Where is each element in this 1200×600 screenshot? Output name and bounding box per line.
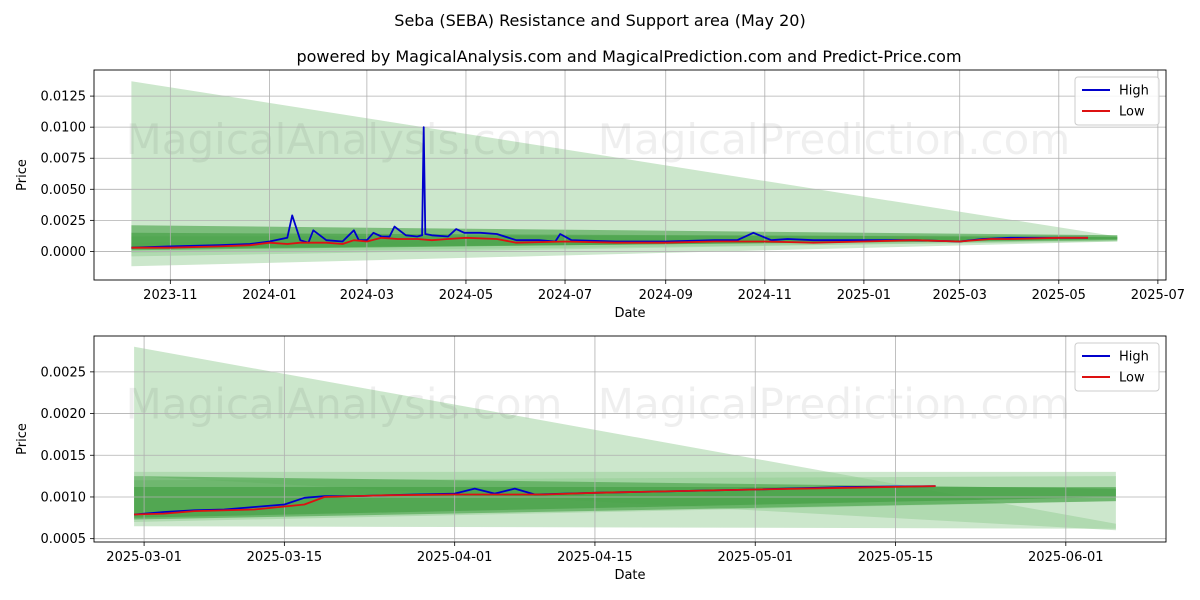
chart-title: Seba (SEBA) Resistance and Support area … bbox=[394, 11, 805, 30]
x-tick-label: 2025-05 bbox=[1032, 288, 1086, 303]
chart-subtitle: powered by MagicalAnalysis.com and Magic… bbox=[296, 47, 961, 66]
x-tick-label: 2025-03-01 bbox=[106, 550, 182, 565]
x-tick-label: 2025-05-15 bbox=[858, 550, 934, 565]
x-tick-label: 2024-11 bbox=[738, 288, 792, 303]
support-resistance-bands bbox=[131, 81, 1118, 267]
x-tick-label: 2025-03-15 bbox=[247, 550, 323, 565]
legend-label-low: Low bbox=[1119, 371, 1145, 386]
x-axis-label: Date bbox=[614, 568, 645, 583]
y-tick-label: 0.0000 bbox=[41, 245, 87, 260]
y-tick-label: 0.0010 bbox=[41, 490, 87, 505]
x-tick-label: 2025-04-15 bbox=[557, 550, 633, 565]
watermark-right: MagicalPrediction.com bbox=[598, 379, 1071, 428]
series-line-low bbox=[134, 485, 936, 516]
legend-label-low: Low bbox=[1119, 105, 1145, 120]
y-tick-label: 0.0075 bbox=[41, 152, 87, 167]
series-line-low bbox=[131, 236, 1088, 249]
x-tick-label: 2024-01 bbox=[242, 288, 296, 303]
legend-label-high: High bbox=[1119, 350, 1149, 365]
y-axis-label: Price bbox=[15, 159, 30, 191]
y-axis-label: Price bbox=[15, 423, 30, 455]
x-tick-label: 2024-09 bbox=[639, 288, 693, 303]
series-lines bbox=[134, 485, 936, 516]
x-tick-label: 2024-03 bbox=[340, 288, 394, 303]
plot-frame bbox=[93, 335, 1167, 543]
y-tick-label: 0.0015 bbox=[41, 449, 87, 464]
resistance-band-light bbox=[131, 81, 1118, 253]
legend: High Low bbox=[1074, 76, 1160, 126]
x-tick-label: 2025-03 bbox=[933, 288, 987, 303]
plot-frame bbox=[93, 69, 1167, 281]
series-lines bbox=[131, 126, 1088, 249]
y-tick-label: 0.0050 bbox=[41, 183, 87, 198]
legend: High Low bbox=[1074, 342, 1160, 392]
x-tick-label: 2024-05 bbox=[439, 288, 493, 303]
y-tick-label: 0.0025 bbox=[41, 365, 87, 380]
x-tick-label: 2025-05-01 bbox=[717, 550, 793, 565]
legend-label-high: High bbox=[1119, 84, 1149, 99]
y-tick-label: 0.0025 bbox=[41, 214, 87, 229]
y-tick-label: 0.0020 bbox=[41, 407, 87, 422]
watermark-left: MagicalAnalysis.com bbox=[126, 379, 563, 428]
x-axis-label: Date bbox=[614, 306, 645, 321]
watermark-left: MagicalAnalysis.com bbox=[126, 115, 563, 164]
watermark-right: MagicalPrediction.com bbox=[598, 115, 1071, 164]
bottom-panel: MagicalAnalysis.com MagicalPrediction.com… bbox=[15, 335, 1167, 583]
x-tick-label: 2025-06-01 bbox=[1028, 550, 1104, 565]
y-tick-label: 0.0005 bbox=[41, 532, 87, 547]
top-panel: MagicalAnalysis.com MagicalPrediction.com… bbox=[15, 69, 1185, 321]
x-tick-label: 2025-04-01 bbox=[417, 550, 493, 565]
x-tick-label: 2025-01 bbox=[837, 288, 891, 303]
y-tick-label: 0.0100 bbox=[41, 121, 87, 136]
x-tick-label: 2024-07 bbox=[538, 288, 592, 303]
y-tick-label: 0.0125 bbox=[41, 90, 87, 105]
x-tick-label: 2023-11 bbox=[143, 288, 197, 303]
x-tick-label: 2025-07 bbox=[1131, 288, 1185, 303]
series-line-high bbox=[131, 126, 1088, 249]
